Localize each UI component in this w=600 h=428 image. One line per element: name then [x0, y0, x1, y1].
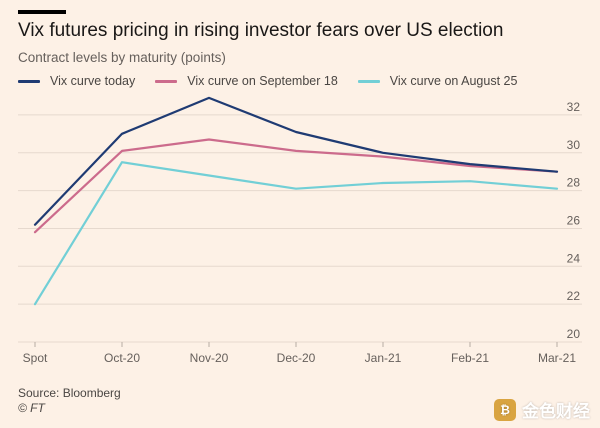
x-tick-label-2: Nov-20 — [190, 351, 229, 365]
source-note: Source: Bloomberg — [18, 386, 121, 400]
footer: Source: Bloomberg © FT — [18, 386, 121, 416]
series-line-today — [33, 96, 559, 226]
x-tick-label-1: Oct-20 — [104, 351, 140, 365]
legend-item-september-18: Vix curve on September 18 — [155, 74, 338, 88]
watermark-text: 金色财经 — [522, 402, 590, 421]
legend-swatch-august-25 — [357, 79, 380, 83]
watermark-logo-icon: ₿ — [494, 398, 516, 421]
series-line-september-18 — [33, 138, 559, 234]
legend-label-august-25: Vix curve on August 25 — [389, 74, 518, 88]
y-tick-label-28: 28 — [567, 176, 581, 190]
x-tick-label-0: Spot — [23, 351, 48, 365]
legend-swatch-today — [18, 79, 40, 83]
series-line-august-25 — [33, 161, 559, 306]
y-tick-label-22: 22 — [567, 289, 581, 303]
x-tick-label-3: Dec-20 — [277, 351, 316, 365]
y-tick-label-30: 30 — [567, 138, 581, 152]
watermark: ₿ 金色财经 — [494, 397, 590, 422]
legend-swatch-september-18 — [155, 79, 178, 83]
legend: Vix curve today Vix curve on September 1… — [18, 74, 517, 88]
y-tick-label-20: 20 — [567, 327, 581, 341]
chart-title: Vix futures pricing in rising investor f… — [18, 20, 504, 41]
legend-label-september-18: Vix curve on September 18 — [187, 74, 338, 88]
x-tick-label-6: Mar-21 — [538, 351, 576, 365]
chart-subtitle: Contract levels by maturity (points) — [18, 50, 226, 65]
legend-label-today: Vix curve today — [50, 74, 136, 88]
top-rule — [18, 10, 66, 14]
y-tick-label-32: 32 — [567, 100, 581, 114]
y-tick-label-24: 24 — [567, 251, 581, 265]
x-tick-label-4: Jan-21 — [365, 351, 402, 365]
legend-item-today: Vix curve today — [18, 74, 135, 88]
y-tick-label-26: 26 — [567, 213, 581, 227]
legend-item-august-25: Vix curve on August 25 — [357, 74, 518, 88]
x-tick-label-5: Feb-21 — [451, 351, 489, 365]
ft-credit: © FT — [18, 401, 45, 415]
